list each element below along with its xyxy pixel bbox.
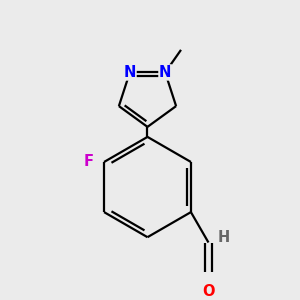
Text: H: H [217,230,230,245]
Text: N: N [124,65,136,80]
Text: N: N [159,65,171,80]
Text: F: F [84,154,94,169]
Text: O: O [202,284,215,299]
